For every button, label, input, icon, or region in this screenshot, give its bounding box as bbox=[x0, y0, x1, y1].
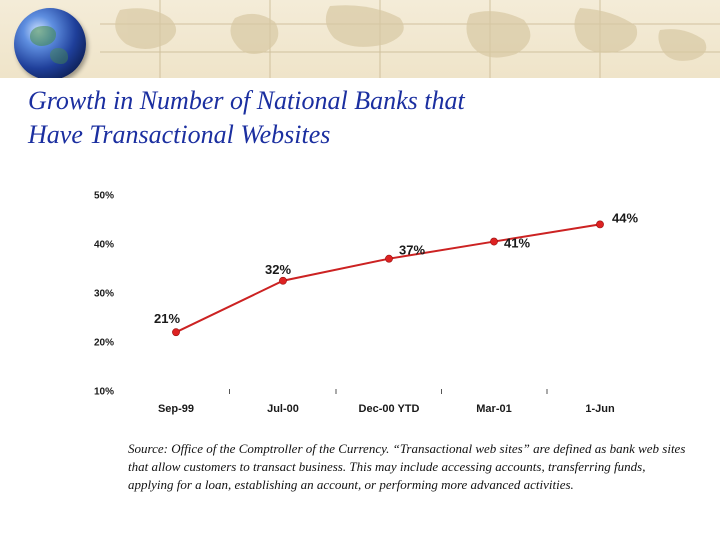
data-labels: 21% 32% 37% 41% 44% bbox=[154, 210, 638, 326]
title-line-2: Have Transactional Websites bbox=[28, 120, 331, 149]
data-label: 41% bbox=[504, 236, 530, 251]
data-point bbox=[385, 254, 393, 263]
x-tick-label: Jul-00 bbox=[267, 403, 299, 415]
globe-icon bbox=[14, 8, 86, 78]
x-tick-label: Mar-01 bbox=[476, 403, 511, 415]
world-map-pattern bbox=[100, 0, 720, 78]
data-point bbox=[172, 328, 180, 337]
y-tick-label: 40% bbox=[94, 240, 114, 251]
line-chart: 10% 20% 30% 40% 50% 21% 32% 37% 41% 44% Sep-99 Ju… bbox=[94, 191, 638, 416]
header-banner bbox=[0, 0, 720, 78]
globe-land bbox=[50, 48, 68, 64]
data-label: 32% bbox=[265, 262, 291, 277]
x-axis: Sep-99 Jul-00 Dec-00 YTD Mar-01 1-Jun bbox=[158, 403, 615, 415]
title-line-1: Growth in Number of National Banks that bbox=[28, 86, 465, 115]
globe-land bbox=[30, 26, 56, 46]
x-tick-label: Dec-00 YTD bbox=[359, 403, 420, 415]
series-line bbox=[175, 223, 601, 334]
data-label: 44% bbox=[612, 210, 638, 225]
data-label: 21% bbox=[154, 311, 180, 326]
y-tick-label: 50% bbox=[94, 191, 114, 202]
slide-title: Growth in Number of National Banks that … bbox=[28, 84, 628, 152]
y-tick-label: 10% bbox=[94, 387, 114, 398]
source-note: Source: Office of the Comptroller of the… bbox=[128, 441, 686, 492]
x-axis-ticks bbox=[229, 389, 548, 394]
series-markers bbox=[172, 220, 604, 337]
x-tick-label: Sep-99 bbox=[158, 403, 194, 415]
y-tick-label: 20% bbox=[94, 338, 114, 349]
y-tick-label: 30% bbox=[94, 289, 114, 300]
data-label: 37% bbox=[399, 243, 425, 258]
data-point bbox=[596, 220, 604, 229]
data-point bbox=[279, 276, 287, 285]
data-point bbox=[490, 237, 498, 246]
y-axis: 10% 20% 30% 40% 50% bbox=[94, 191, 114, 398]
x-tick-label: 1-Jun bbox=[585, 403, 615, 415]
